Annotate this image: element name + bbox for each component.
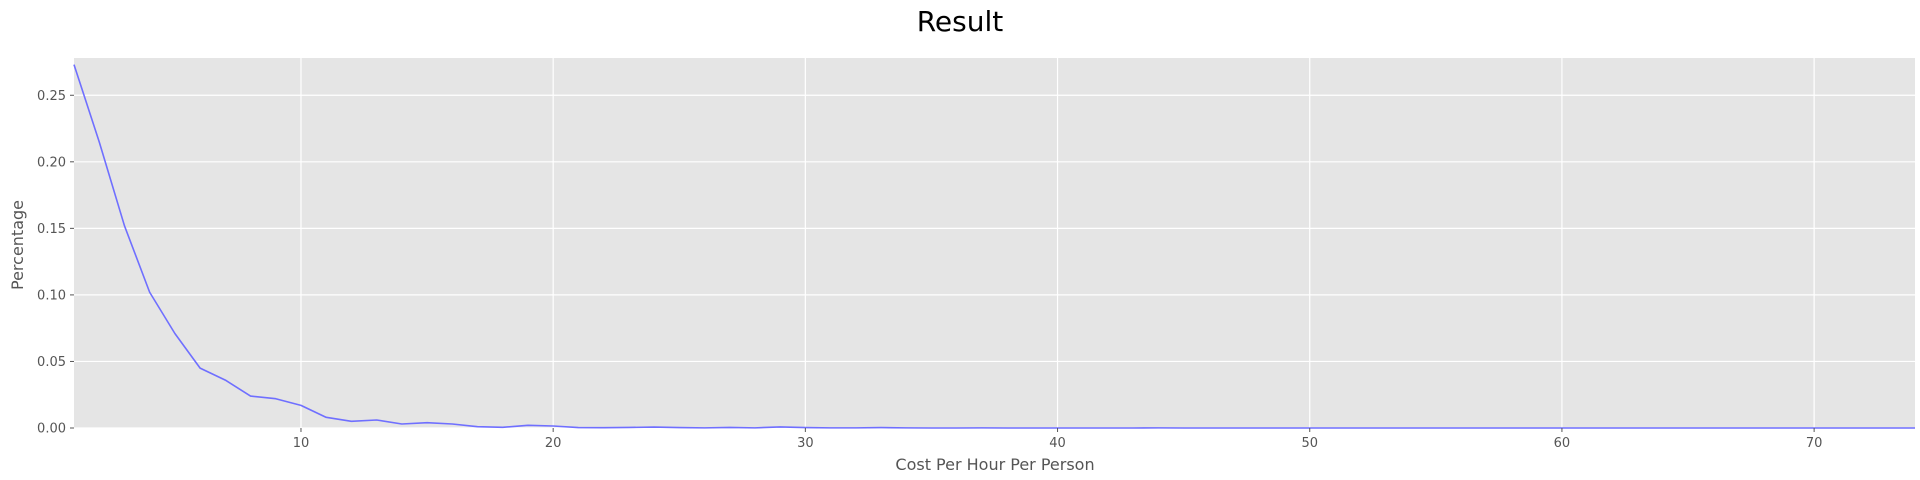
plot-area <box>74 58 1915 428</box>
x-axis-label: Cost Per Hour Per Person <box>895 455 1094 474</box>
y-tick-label: 0.15 <box>37 222 66 237</box>
y-tick-label: 0.10 <box>37 288 66 303</box>
y-tick-label: 0.05 <box>37 355 66 370</box>
series-line <box>73 64 1915 429</box>
x-tick-label: 10 <box>293 436 310 451</box>
grid <box>74 58 1915 429</box>
x-tick-label: 60 <box>1554 436 1571 451</box>
y-axis: 0.00 0.05 0.10 0.15 0.20 0.25 <box>37 89 74 437</box>
chart-title: Result <box>917 5 1004 38</box>
x-axis: 10 20 30 40 50 60 70 <box>293 428 1823 451</box>
series-layer <box>73 64 1916 429</box>
y-tick-label: 0.20 <box>37 155 66 170</box>
y-axis-label: Percentage <box>8 200 27 290</box>
x-tick-label: 40 <box>1049 436 1066 451</box>
y-tick-label: 0.25 <box>37 89 66 104</box>
x-tick-label: 50 <box>1301 436 1318 451</box>
y-tick-label: 0.00 <box>37 422 66 437</box>
x-tick-label: 20 <box>545 436 562 451</box>
x-tick-label: 30 <box>797 436 814 451</box>
x-tick-label: 70 <box>1806 436 1823 451</box>
